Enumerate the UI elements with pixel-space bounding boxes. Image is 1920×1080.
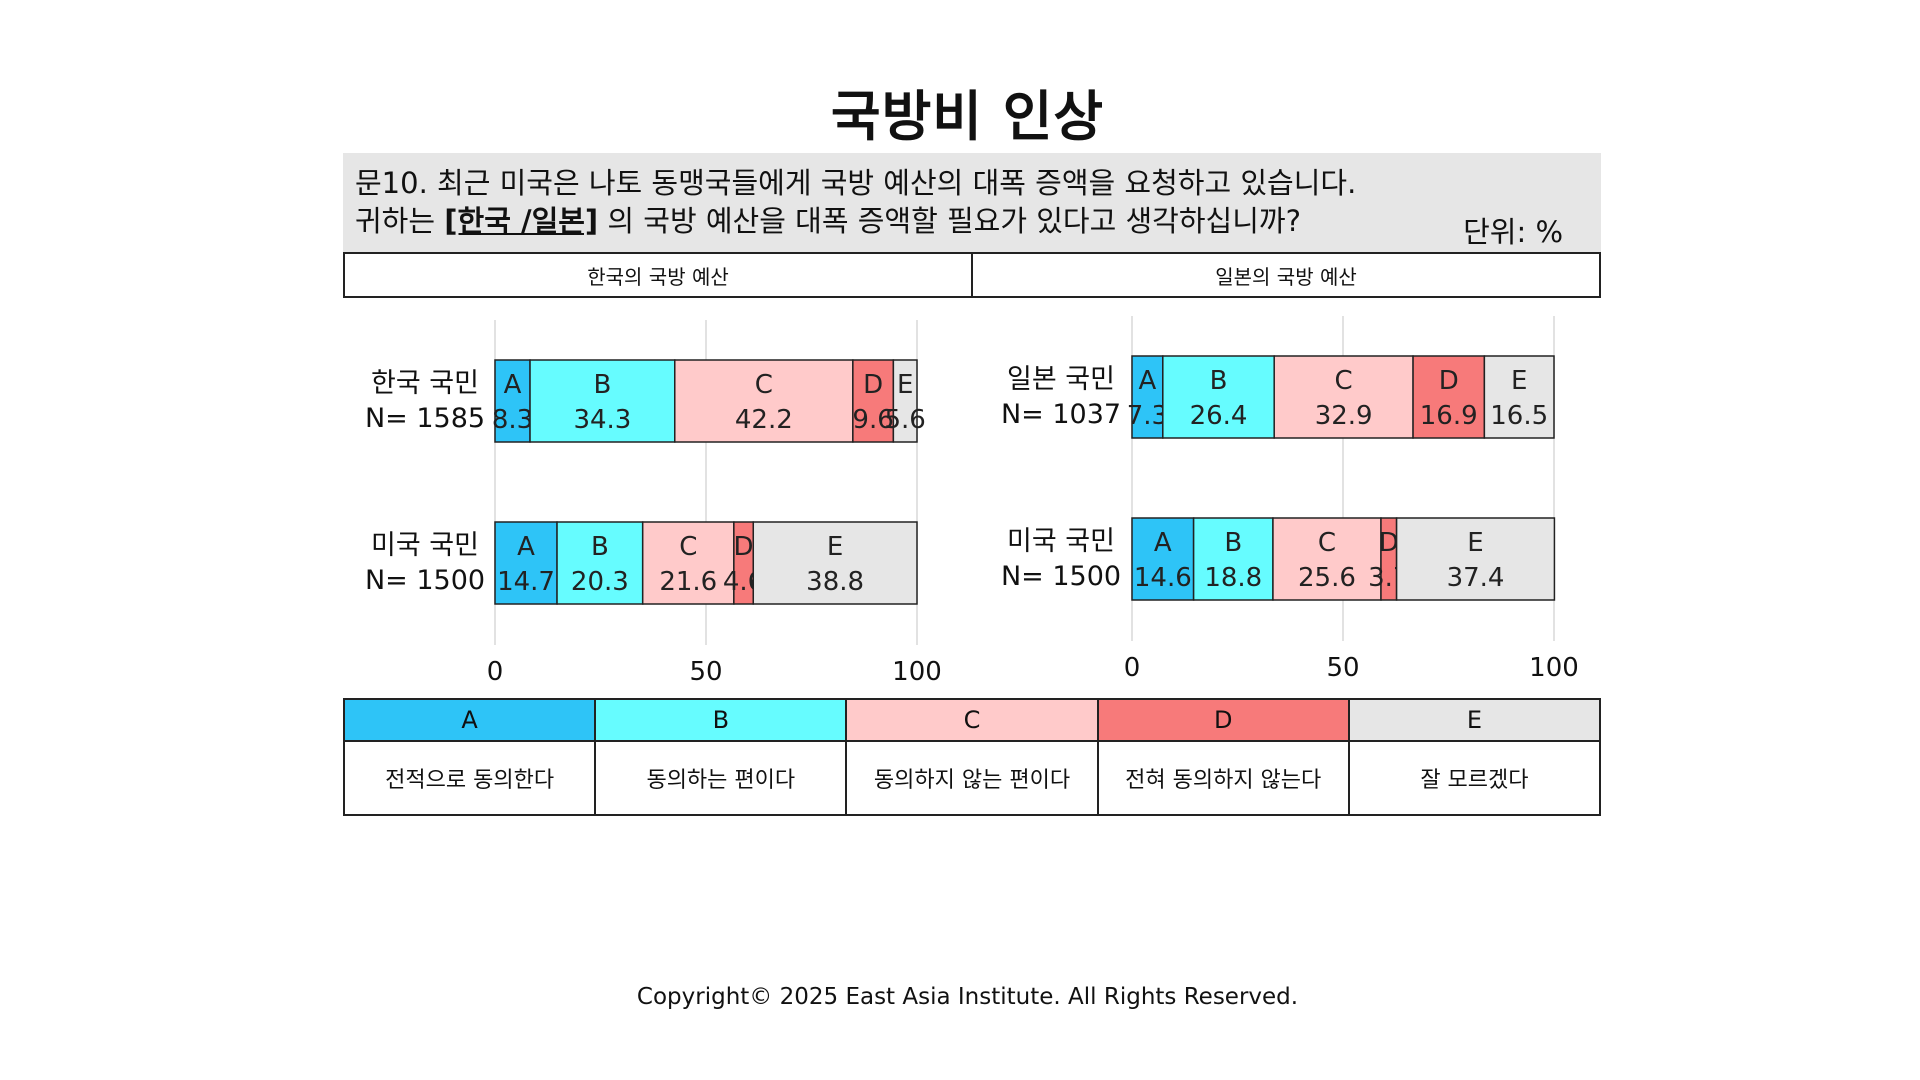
row-n-label: N= 1500 [365,565,485,596]
unit-label: 단위: % [1463,215,1563,249]
legend-table: A 전적으로 동의한다 B 동의하는 편이다 C 동의하지 않는 편이다 D 전… [343,698,1601,816]
segment-category-label: D [1379,528,1399,558]
legend-item-c: C 동의하지 않는 편이다 [845,700,1097,814]
bar-segment-d [1412,355,1486,439]
bar-segment-c [641,521,735,605]
legend-item-e: E 잘 모르겠다 [1347,700,1600,814]
segment-value-label: 8.3 [492,405,533,435]
segment-category-label: A [1154,528,1172,558]
segment-value-label: 42.2 [735,405,793,435]
bar-segment-a [1131,517,1195,601]
segment-category-label: B [593,370,611,400]
question-box: 문10. 최근 미국은 나토 동맹국들에게 국방 예산의 대폭 증액을 요청하고… [343,153,1601,252]
bar-segment-c [1272,517,1382,601]
segment-category-label: E [1511,366,1527,396]
section-korea-budget: 한국의 국방 예산 [587,264,729,289]
x-tick-label: 50 [1326,653,1359,683]
question-highlight: [한국 /일본] [444,204,599,238]
segment-category-label: D [863,370,883,400]
segment-category-label: E [1467,528,1483,558]
segment-category-label: E [897,370,913,400]
segment-category-label: A [504,370,522,400]
bar-segment-e [1395,517,1556,601]
segment-value-label: 26.4 [1190,401,1248,431]
section-header: 한국의 국방 예산 일본의 국방 예산 [343,252,1601,298]
bar-segment-a [494,521,558,605]
row-group-label: 미국 국민 [371,530,479,561]
segment-value-label: 21.6 [659,567,717,597]
legend-desc: 동의하지 않는 편이다 [873,768,1071,793]
segment-category-label: C [1335,366,1353,396]
bar-segment-e [1483,355,1555,439]
bar-segment-e [752,521,918,605]
segment-value-label: 20.3 [571,567,629,597]
segment-value-label: 32.9 [1315,401,1373,431]
bar-segment-b [556,521,644,605]
bar-segment-e [892,359,918,443]
page-title: 국방비 인상 [830,85,1105,148]
legend-code: C [847,700,1097,742]
section-japan-budget: 일본의 국방 예산 [971,254,1599,296]
x-tick-label: 100 [1529,653,1579,683]
segment-category-label: A [517,532,535,562]
x-tick-label: 0 [487,657,504,687]
bar-segment-a [494,359,531,443]
row-group-label: 일본 국민 [1007,364,1115,395]
question-line-1: 문10. 최근 미국은 나토 동맹국들에게 국방 예산의 대폭 증액을 요청하고… [355,166,1357,200]
chart-panel: 0 50 100 일본 국민 N= 1037 A 7.3 B 26.4 C 32.9 D 16.9 E 16… [1001,316,1579,683]
segment-value-label: 14.7 [497,567,555,597]
legend-desc: 전적으로 동의한다 [385,768,555,793]
segment-category-label: E [827,532,843,562]
legend-item-b: B 동의하는 편이다 [594,700,846,814]
legend-code: B [596,700,846,742]
x-tick-label: 100 [892,657,942,687]
segment-value-label: 25.6 [1298,563,1356,593]
question-line-2: 귀하는 [한국 /일본] 의 국방 예산을 대폭 증액할 필요가 있다고 생각하… [355,203,1301,239]
bar-segment-c [674,359,854,443]
question-line-2-prefix: 귀하는 [355,204,445,238]
segment-value-label: 38.8 [806,567,864,597]
segment-value-label: 14.6 [1134,563,1192,593]
legend-desc: 잘 모르겠다 [1420,768,1529,793]
segment-category-label: B [1210,366,1228,396]
legend-desc: 전혀 동의하지 않는다 [1125,768,1322,793]
segment-value-label: 37.4 [1447,563,1505,593]
row-group-label: 미국 국민 [1007,526,1115,557]
segment-category-label: B [591,532,609,562]
segment-value-label: 34.3 [573,405,631,435]
row-group-label: 한국 국민 [371,368,479,399]
segment-category-label: D [1439,366,1459,396]
x-tick-label: 0 [1124,653,1141,683]
bar-segment-b [529,359,676,443]
legend-code: A [345,700,595,742]
legend-item-a: A 전적으로 동의한다 [345,700,595,814]
segment-value-label: 16.5 [1490,401,1548,431]
row-n-label: N= 1585 [365,403,485,434]
segment-category-label: D [734,532,754,562]
segment-category-label: B [1224,528,1242,558]
legend-desc: 동의하는 편이다 [646,768,796,793]
copyright-text: Copyright© 2025 East Asia Institute. All… [636,984,1299,1010]
segment-category-label: C [679,532,697,562]
segment-category-label: A [1139,366,1157,396]
segment-value-label: 7.3 [1127,401,1168,431]
row-n-label: N= 1500 [1001,561,1121,592]
legend-item-d: D 전혀 동의하지 않는다 [1096,700,1348,814]
x-tick-label: 50 [689,657,722,687]
legend-code: D [1098,700,1348,742]
legend-code: E [1349,700,1600,742]
bar-segment-d [852,359,895,443]
bar-segment-b [1162,355,1275,439]
segment-value-label: 9.6 [852,405,893,435]
question-line-2-suffix: 의 국방 예산을 대폭 증액할 필요가 있다고 생각하십니까? [598,204,1301,238]
segment-value-label: 5.6 [885,405,926,435]
bar-segment-b [1192,517,1274,601]
segment-value-label: 16.9 [1420,401,1478,431]
row-n-label: N= 1037 [1001,399,1121,430]
segment-category-label: C [755,370,773,400]
segment-value-label: 18.8 [1204,563,1262,593]
segment-category-label: C [1318,528,1336,558]
